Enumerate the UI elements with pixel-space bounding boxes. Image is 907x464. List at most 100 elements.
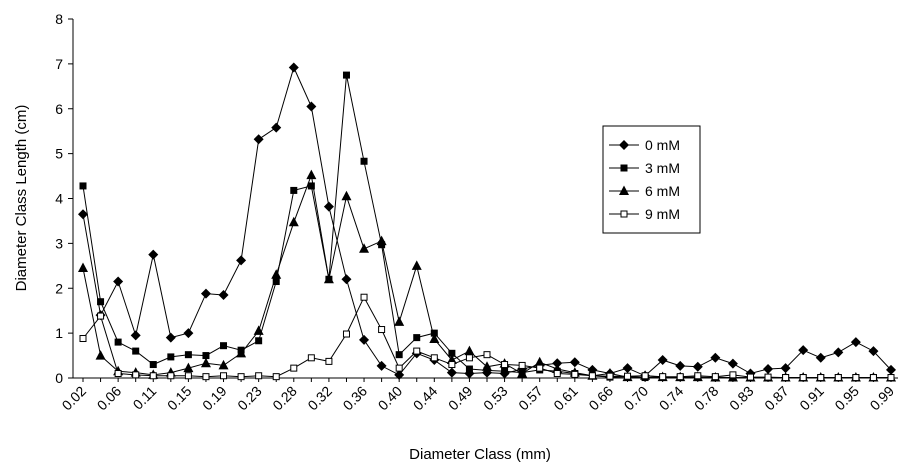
y-axis-title: Diameter Class Length (cm) [13,105,30,292]
data-point [464,345,475,356]
data-point [430,329,438,337]
data-point [624,372,632,380]
data-point [518,361,526,369]
legend-marker [620,210,628,218]
data-point [220,342,228,350]
data-point [130,330,141,341]
y-tick-label: 6 [55,101,63,117]
data-point [237,373,245,381]
data-point [552,358,563,369]
data-point [271,269,282,279]
x-tick-label: 0.02 [59,383,90,414]
data-point [148,249,159,260]
data-point [799,374,807,382]
x-tick-label: 0.19 [199,383,230,414]
x-tick-label: 0.87 [761,383,792,414]
data-point [255,372,263,380]
data-point [606,372,614,380]
data-point [202,373,210,381]
x-tick-label: 0.61 [550,383,581,414]
x-tick-label: 0.91 [796,383,827,414]
data-point [79,335,87,343]
data-point [183,328,194,339]
data-point [183,362,194,373]
data-point [429,333,440,343]
legend-marker [619,185,629,195]
x-tick-label: 0.32 [304,383,335,414]
data-point [395,351,403,359]
data-point [78,262,88,273]
data-point [746,373,754,381]
data-point [200,357,211,368]
x-tick-label: 0.06 [94,383,125,414]
data-point [132,371,140,379]
data-point [184,372,192,380]
data-point [376,360,387,371]
data-point [571,370,579,378]
data-point [817,374,825,382]
y-tick-label: 7 [55,56,63,72]
y-tick-label: 0 [55,370,63,386]
data-point [641,372,649,380]
data-point [448,361,456,369]
data-point [236,255,247,266]
data-point [342,71,350,79]
data-point [78,209,88,220]
x-tick-label: 0.57 [515,383,546,414]
legend: 0 mM 3 mM 6 mM 9 mM [602,125,701,234]
x-tick-label: 0.66 [585,383,616,414]
data-point [887,374,895,382]
data-point [113,276,124,287]
y-tick-label: 3 [55,235,63,251]
data-point [798,345,809,356]
x-tick-label: 0.36 [340,383,371,414]
x-tick-label: 0.15 [164,383,195,414]
y-tick-label: 2 [55,280,63,296]
x-tick-label: 0.78 [691,383,722,414]
legend-box [602,125,701,234]
data-point [711,373,719,381]
x-tick-label: 0.11 [130,383,160,413]
data-point [729,371,737,379]
data-point [272,373,280,381]
data-point [394,316,405,326]
data-point [413,347,421,355]
data-point [833,347,844,358]
y-tick-label: 1 [55,325,63,341]
data-point [727,358,738,369]
data-point [95,350,106,360]
data-point [482,361,492,371]
data-point [852,374,860,382]
series-line-2 [82,173,891,379]
data-point [465,354,473,362]
data-point [167,372,175,380]
data-point [97,312,105,320]
data-point [569,357,580,368]
data-point [290,364,298,372]
x-tick-label: 0.70 [621,383,652,414]
data-point [395,364,403,372]
data-point [780,363,791,374]
data-point [323,201,334,212]
data-point [359,334,370,345]
data-point [149,372,157,380]
series-line-1 [82,75,891,379]
data-point [764,373,772,381]
data-point [253,134,264,145]
data-point [184,351,192,359]
data-point [114,338,122,346]
data-point [290,186,298,194]
data-point [307,354,315,362]
data-point [850,337,861,348]
data-point [132,347,140,355]
data-point [782,374,790,382]
legend-label: 6 mM [645,183,680,199]
legend-label: 3 mM [645,160,680,176]
data-point [622,363,633,374]
data-point [220,372,228,380]
data-point [325,357,333,365]
x-tick-label: 0.53 [480,383,511,414]
legend-label: 0 mM [645,137,680,153]
data-point [288,62,299,73]
data-point [763,364,774,375]
